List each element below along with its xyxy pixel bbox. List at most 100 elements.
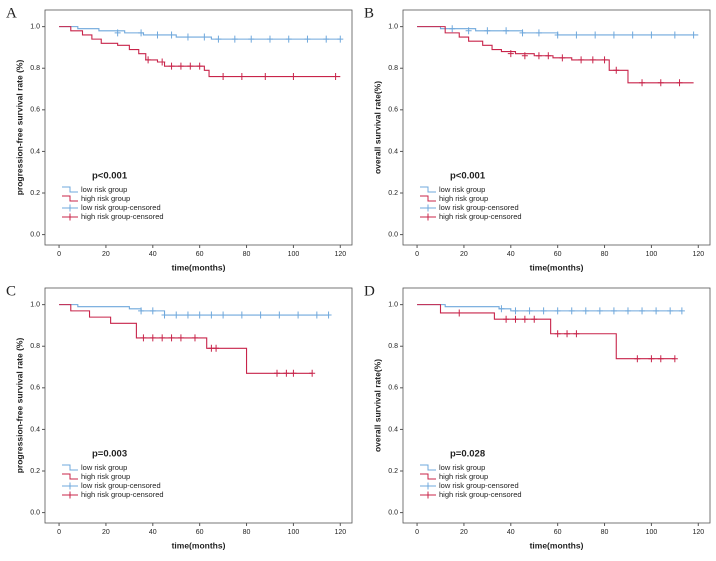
y-tick-label: 0.6 [388, 107, 398, 114]
censor-mark [657, 355, 664, 363]
censor-mark [215, 35, 222, 43]
plot-frame [402, 9, 711, 246]
survival-line [59, 26, 341, 40]
censor-mark [325, 311, 332, 319]
censor-mark [484, 27, 491, 35]
y-tick-label: 0.0 [388, 509, 398, 516]
censor-mark [323, 35, 330, 43]
plot-frame [44, 9, 353, 246]
x-tick-label: 120 [692, 529, 704, 536]
censor-mark [177, 62, 184, 70]
y-axis-label: progression-free survival rate (%) [14, 60, 24, 196]
censor-mark [624, 307, 631, 315]
survival-line [59, 304, 313, 374]
censor-mark [177, 334, 184, 342]
censor-mark [678, 307, 685, 315]
x-tick-label: 0 [57, 529, 61, 536]
legend-swatch [67, 491, 73, 499]
y-axis-label: overall survival rate(%) [372, 81, 382, 174]
legend-label: low risk group [81, 463, 127, 472]
panel: B 0.0 0.2 0.4 0.6 0.8 1.0 0 20 40 60 80 100 120 time(m… [364, 5, 711, 272]
censor-mark [168, 334, 175, 342]
censor-mark [564, 330, 571, 338]
x-tick-label: 20 [102, 251, 110, 258]
y-tick-label: 0.6 [388, 385, 398, 392]
legend-swatch [425, 213, 431, 221]
panel: C 0.0 0.2 0.4 0.6 0.8 1.0 0 20 40 60 80 100 120 time(m… [6, 283, 353, 550]
y-tick-label: 0.8 [388, 343, 398, 350]
censor-mark [653, 307, 660, 315]
survival-line [417, 304, 675, 360]
y-tick-label: 0.8 [30, 343, 40, 350]
x-tick-label: 80 [601, 251, 609, 258]
censor-mark [690, 31, 697, 39]
censor-mark [512, 315, 519, 323]
panel-label: C [6, 283, 16, 299]
censor-mark [456, 309, 463, 317]
censor-mark [196, 311, 203, 319]
censor-mark [295, 311, 302, 319]
censor-mark [248, 35, 255, 43]
x-tick-label: 60 [554, 529, 562, 536]
x-tick-label: 40 [149, 251, 157, 258]
censor-mark [554, 307, 561, 315]
legend-swatch [420, 195, 436, 202]
censor-mark [519, 29, 526, 37]
censor-mark [671, 355, 678, 363]
censor-mark [657, 79, 664, 87]
censor-mark [159, 334, 166, 342]
x-tick-label: 60 [196, 251, 204, 258]
y-axis-label: progression-free survival rate (%) [14, 338, 24, 474]
legend-label: low risk group-censored [81, 481, 161, 490]
legend-swatch [67, 213, 73, 221]
legend-swatch [62, 464, 78, 471]
x-axis-label: time(months) [172, 262, 226, 272]
censor-mark [596, 307, 603, 315]
y-tick-label: 1.0 [30, 301, 40, 308]
legend-label: low risk group-censored [81, 203, 161, 212]
x-tick-label: 120 [334, 251, 346, 258]
y-tick-label: 0.8 [388, 65, 398, 72]
censor-mark [676, 79, 683, 87]
x-axis-label: time(months) [530, 540, 584, 550]
censor-mark [191, 334, 198, 342]
censor-mark [554, 330, 561, 338]
censor-mark [521, 52, 528, 60]
legend-label: low risk group [439, 185, 485, 194]
legend-swatch [425, 491, 431, 499]
y-tick-label: 1.0 [30, 23, 40, 30]
x-tick-label: 40 [149, 529, 157, 536]
legend-label: low risk group-censored [439, 481, 519, 490]
y-axis-label: overall survival rate(%) [372, 359, 382, 452]
x-tick-label: 0 [415, 529, 419, 536]
x-tick-label: 80 [601, 529, 609, 536]
censor-mark [573, 330, 580, 338]
censor-mark [138, 29, 145, 37]
censor-mark [545, 52, 552, 60]
censor-mark [238, 311, 245, 319]
censor-mark [526, 307, 533, 315]
censor-mark [213, 344, 220, 352]
panel: D 0.0 0.2 0.4 0.6 0.8 1.0 0 20 40 60 80 100 120 time(m… [364, 283, 711, 550]
censor-mark [262, 73, 269, 81]
x-tick-label: 0 [57, 251, 61, 258]
censor-mark [285, 35, 292, 43]
x-tick-label: 20 [460, 251, 468, 258]
censor-mark [161, 311, 168, 319]
censor-mark [168, 62, 175, 70]
censor-mark [201, 33, 208, 41]
x-tick-label: 20 [460, 529, 468, 536]
censor-mark [503, 27, 510, 35]
y-tick-label: 0.4 [30, 426, 40, 433]
legend-label: high risk group [81, 472, 130, 481]
censor-mark [290, 73, 297, 81]
censor-mark [634, 355, 641, 363]
x-tick-label: 100 [288, 251, 300, 258]
censor-mark [512, 307, 519, 315]
censor-mark [531, 315, 538, 323]
censor-mark [498, 305, 505, 313]
p-value: p=0.003 [92, 449, 127, 460]
x-tick-label: 100 [288, 529, 300, 536]
censor-mark [266, 35, 273, 43]
plot-frame [402, 287, 711, 524]
